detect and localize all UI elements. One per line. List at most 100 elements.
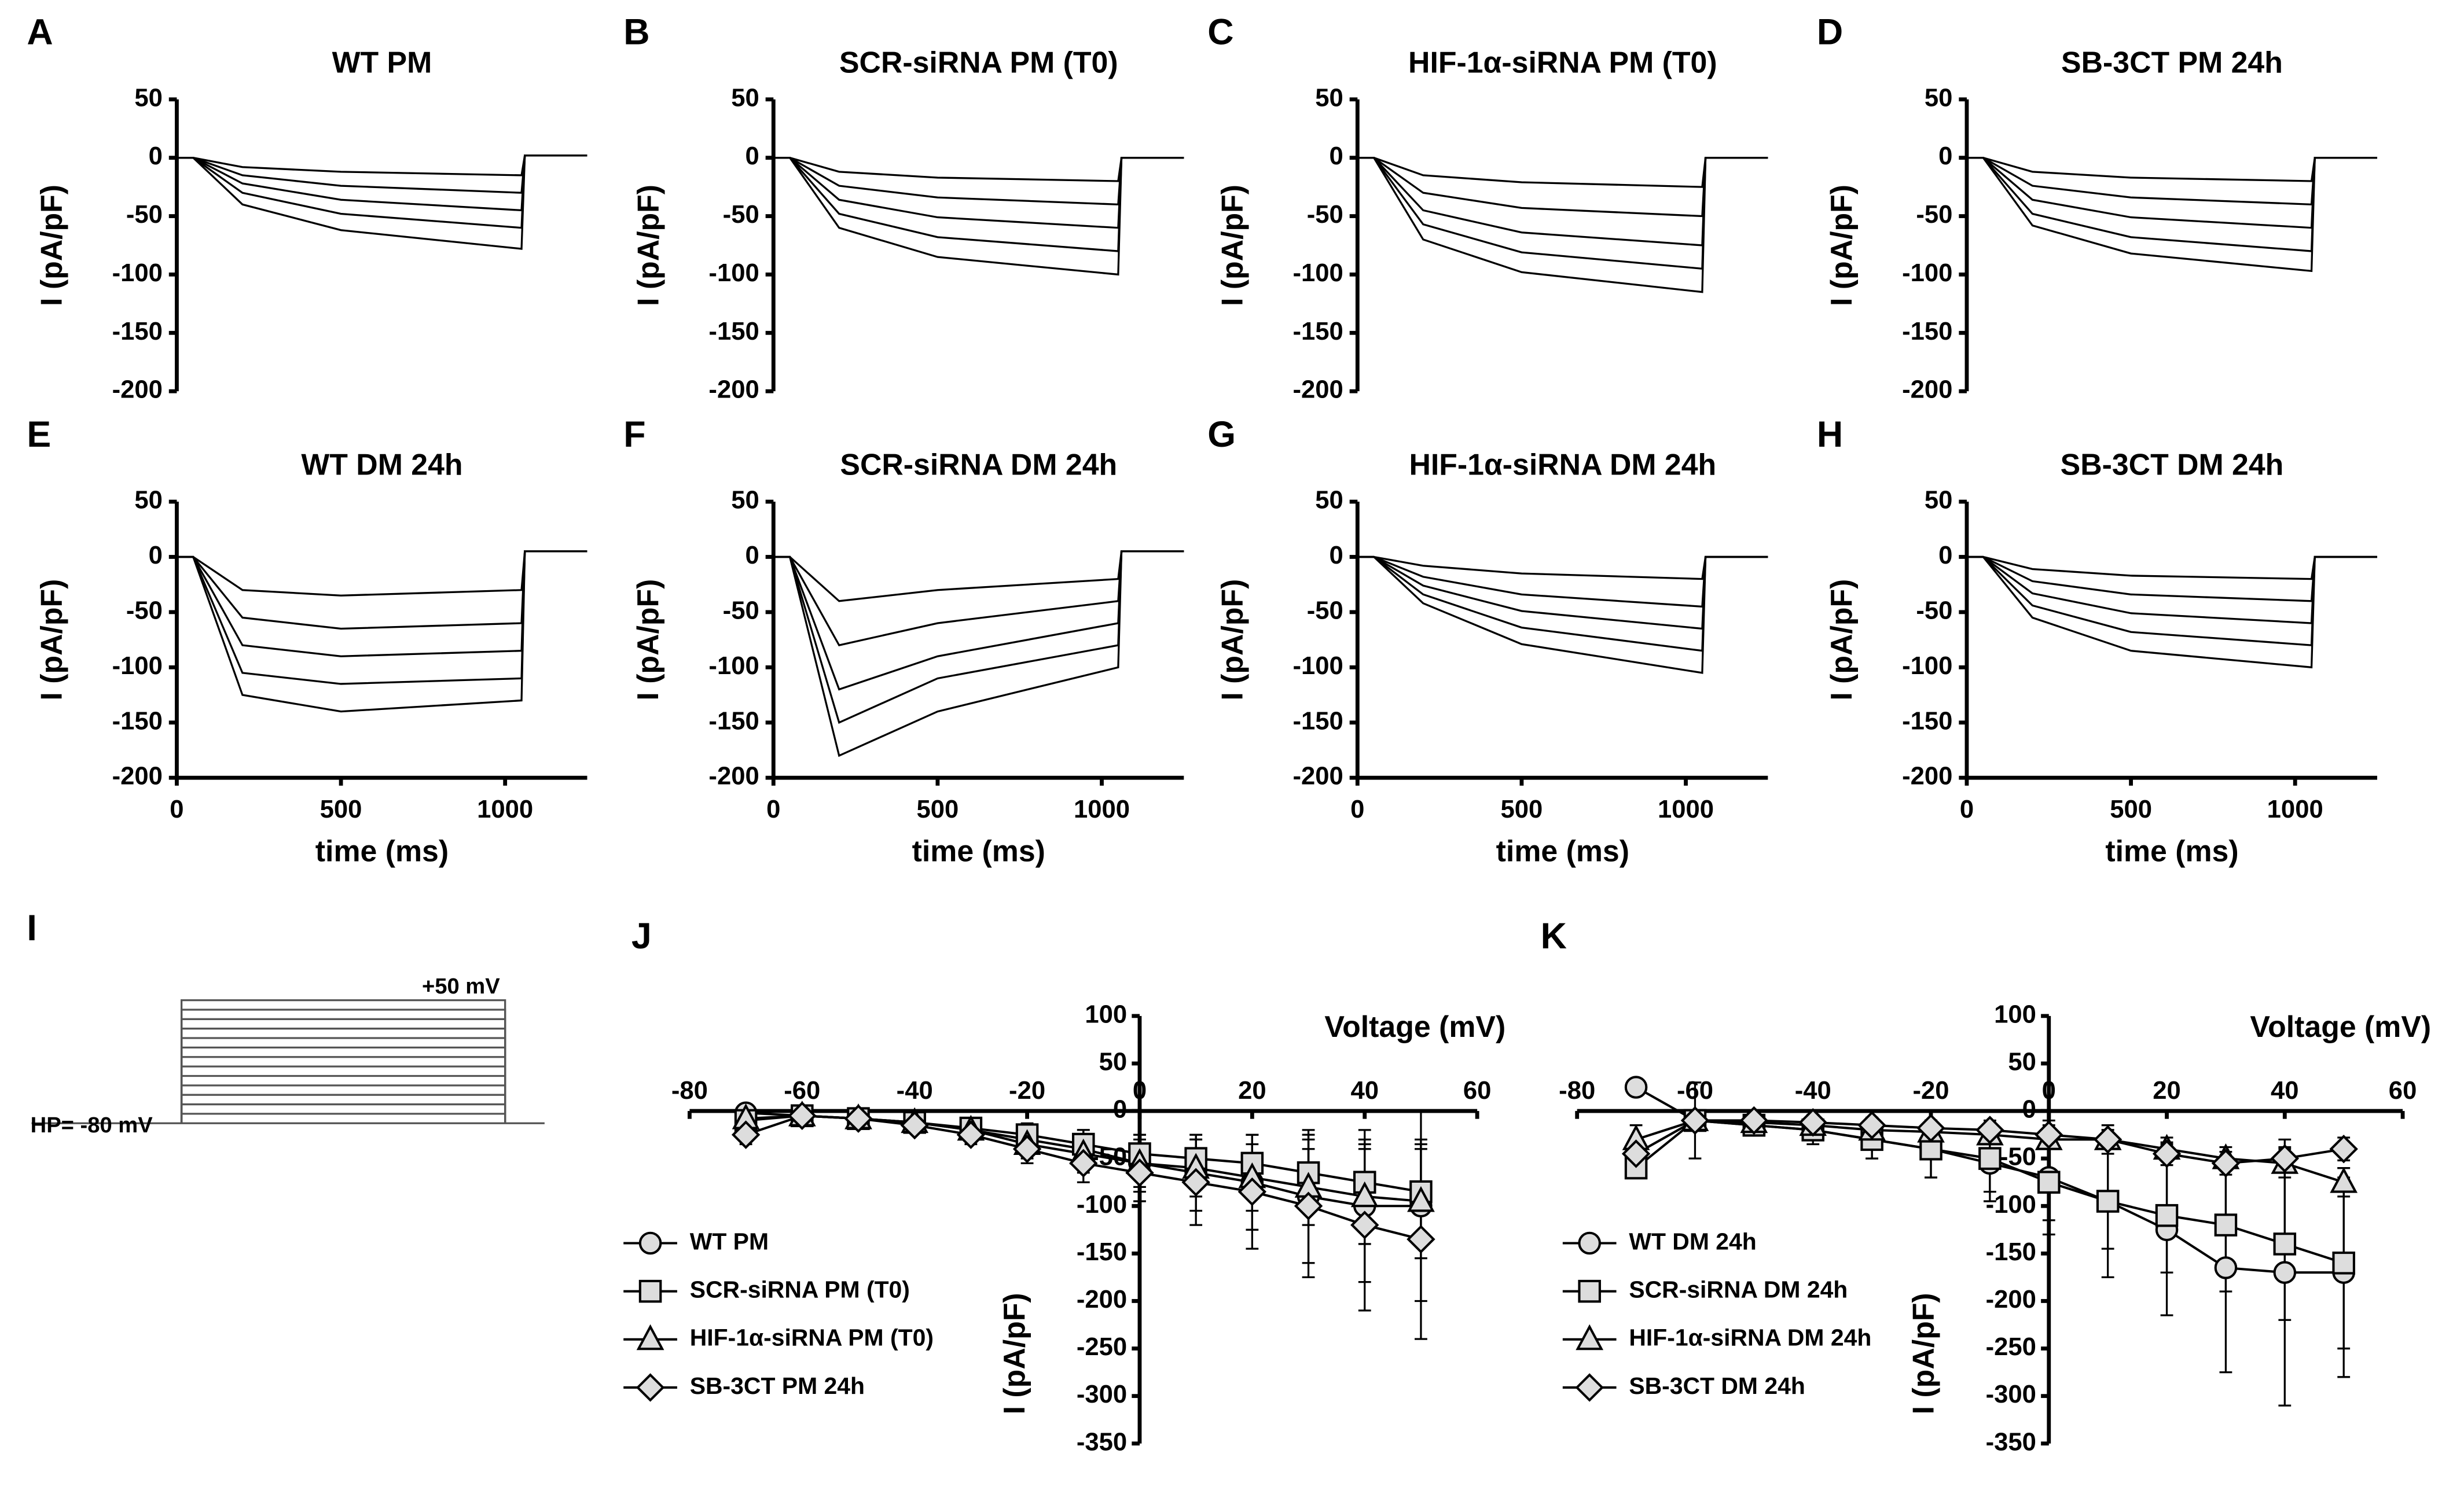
x-tick-label: 60 [2389, 1077, 2417, 1105]
panel-letter: J [631, 916, 652, 956]
panel-letter: E [27, 414, 51, 455]
legend-label: WT DM 24h [1629, 1228, 1756, 1254]
y-tick-label: -200 [112, 376, 163, 404]
x-tick-label: 1000 [2267, 796, 2323, 823]
y-tick-label: -50 [1307, 201, 1343, 229]
panel-letter: D [1817, 12, 1843, 53]
marker-diamond [788, 1101, 817, 1130]
panel-title: HIF-1α-siRNA DM 24h [1409, 448, 1716, 481]
x-tick-label: 60 [1463, 1077, 1492, 1105]
y-tick-label: 50 [731, 84, 759, 112]
x-axis-label: time (ms) [1496, 834, 1629, 868]
y-tick-label: 0 [149, 542, 163, 569]
marker-diamond [956, 1120, 986, 1149]
y-axis-label: I (pA/pF) [1215, 579, 1248, 701]
y-tick-label: -150 [708, 318, 759, 345]
marker-diamond [1857, 1110, 1886, 1140]
y-tick-label: -150 [1077, 1238, 1127, 1266]
y-tick-label: 50 [1925, 84, 1953, 112]
marker-diamond [1680, 1106, 1710, 1135]
marker-diamond [1407, 1225, 1435, 1254]
y-axis-label: I (pA/pF) [1824, 579, 1858, 701]
x-tick-label: -80 [671, 1077, 708, 1105]
marker-diamond [2270, 1144, 2300, 1173]
y-tick-label: -100 [1986, 1191, 2036, 1219]
marker-diamond [1181, 1168, 1210, 1197]
x-axis-label: time (ms) [2105, 834, 2238, 868]
marker-diamond [1739, 1106, 1769, 1135]
current-trace [1966, 157, 2378, 273]
y-axis-label: I (pA/pF) [997, 1293, 1031, 1414]
marker-diamond [1916, 1113, 1945, 1143]
legend-label: HIF-1α-siRNA PM (T0) [690, 1324, 934, 1351]
y-tick-label: -50 [126, 597, 163, 624]
panel-title: WT PM [332, 45, 432, 79]
y-tick-label: -200 [112, 763, 163, 790]
y-tick-label: 0 [1329, 542, 1343, 569]
panel-letter: B [623, 12, 649, 53]
marker-diamond [2152, 1139, 2182, 1168]
y-tick-label: 100 [1994, 1000, 2036, 1028]
marker-circle [1624, 1076, 1648, 1099]
legend-label: SCR-siRNA PM (T0) [690, 1276, 910, 1302]
current-trace [1357, 555, 1768, 674]
legend-marker [638, 1231, 662, 1255]
current-trace [1357, 157, 1768, 293]
y-tick-label: 0 [1113, 1096, 1127, 1124]
y-tick-label: -200 [708, 763, 759, 790]
x-tick-label: 1000 [1074, 796, 1130, 823]
marker-circle [2214, 1256, 2238, 1279]
x-axis-label: time (ms) [315, 834, 449, 868]
x-tick-label: 0 [766, 796, 780, 823]
y-tick-label: 0 [1329, 142, 1343, 170]
y-tick-label: -150 [1292, 318, 1343, 345]
y-tick-label: -50 [1916, 201, 1952, 229]
panel-letter: F [623, 414, 645, 455]
y-tick-label: -50 [723, 201, 759, 229]
x-tick-label: 1000 [1658, 796, 1714, 823]
y-tick-label: -100 [1077, 1191, 1127, 1219]
legend-marker [636, 1324, 664, 1351]
y-axis-label: I (pA/pF) [34, 579, 68, 701]
x-tick-label: 0 [1133, 1077, 1147, 1105]
x-tick-label: 1000 [477, 796, 533, 823]
x-tick-label: -20 [1912, 1077, 1949, 1105]
legend-label: HIF-1α-siRNA DM 24h [1629, 1324, 1871, 1351]
y-tick-label: -50 [126, 201, 163, 229]
marker-diamond [2329, 1135, 2358, 1164]
marker-diamond [1975, 1116, 2004, 1145]
y-tick-label: -100 [708, 652, 759, 680]
x-tick-label: -40 [1795, 1077, 1831, 1105]
y-tick-label: -150 [708, 707, 759, 735]
x-tick-label: 40 [1350, 1077, 1379, 1105]
marker-square [2037, 1171, 2061, 1194]
y-axis-label: I (pA/pF) [34, 185, 68, 306]
marker-square [2273, 1232, 2297, 1256]
current-trace [1966, 555, 2378, 669]
y-tick-label: -150 [1292, 707, 1343, 735]
panel-letter: K [1541, 916, 1567, 956]
marker-square [2096, 1190, 2120, 1213]
y-tick-label: -100 [1902, 259, 1952, 287]
y-tick-label: -150 [112, 318, 163, 345]
marker-diamond [1621, 1139, 1651, 1168]
marker-triangle [2330, 1167, 2358, 1193]
y-tick-label: -200 [1292, 376, 1343, 404]
y-tick-label: -250 [1986, 1333, 2036, 1361]
marker-triangle [1407, 1186, 1435, 1212]
marker-square [2155, 1204, 2179, 1227]
panel-letter: A [27, 12, 53, 53]
y-axis-label: I (pA/pF) [1824, 185, 1858, 306]
y-tick-label: -100 [112, 259, 163, 287]
y-tick-label: 0 [2022, 1096, 2036, 1124]
y-tick-label: -100 [708, 259, 759, 287]
x-tick-label: 20 [2153, 1077, 2181, 1105]
y-tick-label: -200 [1902, 376, 1952, 404]
legend-label: SCR-siRNA DM 24h [1629, 1276, 1848, 1302]
x-tick-label: 500 [1501, 796, 1543, 823]
marker-diamond [1350, 1210, 1379, 1239]
holding-annotation: HP= -80 mV [31, 1113, 153, 1138]
y-tick-label: -300 [1986, 1381, 2036, 1408]
